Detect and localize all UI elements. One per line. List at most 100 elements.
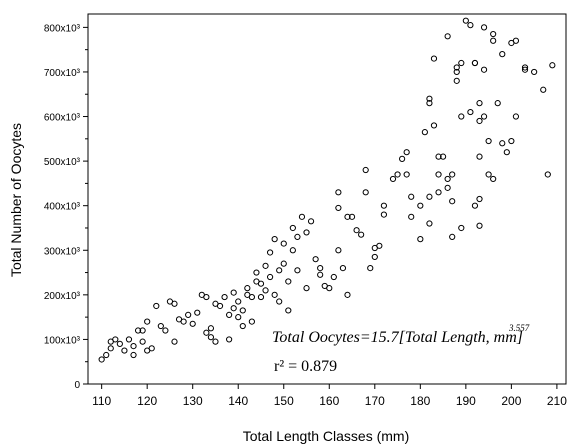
data-point	[285, 278, 292, 285]
data-point	[476, 222, 483, 229]
axes	[87, 13, 567, 385]
data-point	[253, 269, 260, 276]
equation-label: Total Oocytes=15.7[Total Length, mm]	[272, 329, 523, 346]
data-point	[239, 307, 246, 314]
data-point	[235, 298, 242, 305]
data-point	[430, 122, 438, 129]
data-point	[189, 320, 196, 327]
data-point	[426, 100, 433, 107]
data-point	[471, 59, 479, 67]
data-point	[194, 309, 201, 316]
data-point	[417, 202, 424, 209]
x-tick-label: 190	[456, 394, 476, 408]
data-point	[471, 202, 479, 209]
data-point	[476, 117, 483, 125]
data-point	[480, 24, 488, 31]
data-point	[171, 300, 178, 307]
data-point	[453, 77, 460, 84]
data-point	[494, 100, 501, 107]
x-tick-label: 170	[365, 394, 385, 408]
data-point	[458, 113, 465, 120]
data-points	[98, 17, 556, 363]
data-point	[112, 336, 119, 343]
data-point	[207, 325, 215, 332]
data-point	[203, 293, 210, 301]
data-point	[289, 224, 296, 232]
data-point	[162, 327, 169, 334]
y-tick-label: 800x10³	[44, 23, 81, 34]
data-point	[499, 51, 506, 58]
data-point	[248, 318, 255, 325]
data-point	[449, 198, 456, 205]
data-point	[421, 129, 428, 136]
data-point	[157, 322, 164, 330]
x-tick-label: 140	[228, 394, 248, 408]
data-point	[271, 291, 278, 298]
data-point	[444, 33, 451, 40]
data-point	[294, 267, 301, 274]
data-point	[362, 166, 369, 174]
data-point	[476, 153, 483, 160]
data-point	[103, 351, 110, 359]
data-point	[285, 307, 292, 314]
data-point	[298, 213, 306, 220]
data-point	[180, 318, 187, 325]
data-point	[426, 95, 433, 102]
data-point	[107, 345, 114, 352]
data-point	[153, 302, 160, 310]
data-point	[226, 311, 233, 319]
x-tick-label: 180	[410, 394, 430, 408]
x-tick-label: 120	[137, 394, 157, 408]
data-point	[294, 233, 301, 240]
x-tick-label: 160	[319, 394, 339, 408]
data-point	[467, 108, 474, 116]
data-point	[394, 171, 401, 178]
data-point	[512, 113, 520, 120]
data-point	[485, 137, 492, 145]
y-tick-label: 500x10³	[44, 157, 81, 168]
data-point	[317, 264, 324, 272]
data-point	[503, 149, 510, 156]
data-point	[257, 280, 265, 287]
data-point	[276, 267, 283, 274]
data-point	[453, 68, 460, 76]
data-point	[521, 64, 529, 71]
data-point	[371, 253, 378, 261]
data-point	[531, 68, 538, 76]
data-point	[544, 171, 551, 178]
equation-prefix: Total Oocytes=15.7	[272, 329, 400, 346]
y-tick-label: 600x10³	[44, 113, 81, 124]
y-tick-label: 400x10³	[44, 202, 81, 213]
data-point	[476, 100, 483, 107]
data-point	[449, 233, 456, 240]
data-point	[389, 175, 397, 183]
data-point	[116, 340, 123, 347]
data-point	[380, 202, 388, 209]
data-point	[134, 327, 142, 334]
data-point	[139, 327, 146, 334]
data-point	[430, 55, 438, 62]
data-point	[266, 273, 274, 281]
x-tick-label: 130	[183, 394, 203, 408]
equation-close-bracket: ]	[516, 329, 523, 346]
data-point	[139, 338, 146, 345]
y-axis-title: Total Number of Oocytes	[8, 123, 24, 277]
data-point	[540, 86, 547, 93]
equation-bracket-text: Total Length, mm	[405, 329, 517, 346]
data-point	[125, 336, 133, 343]
data-point	[508, 137, 515, 145]
data-point	[212, 338, 219, 345]
data-point	[480, 113, 488, 120]
data-point	[235, 314, 242, 321]
data-point	[358, 231, 365, 238]
data-point	[130, 343, 137, 350]
data-point	[216, 302, 224, 310]
x-tick-label: 210	[547, 394, 567, 408]
data-point	[549, 62, 556, 69]
data-point	[367, 264, 374, 272]
data-point	[499, 140, 506, 147]
x-tick-label: 150	[274, 394, 294, 408]
y-tick-label: 0	[74, 380, 80, 391]
equation-open-bracket: [	[399, 329, 406, 346]
data-point	[426, 220, 433, 227]
